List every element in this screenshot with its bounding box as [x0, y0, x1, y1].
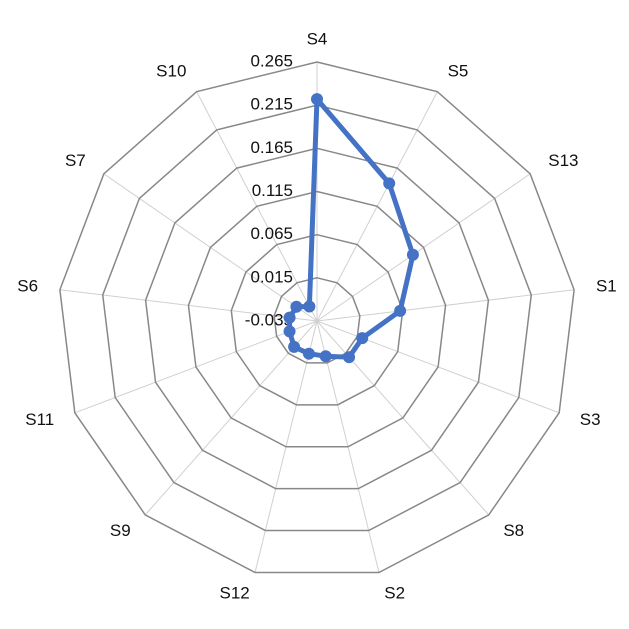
point	[283, 325, 296, 338]
category-label: S1	[596, 277, 617, 296]
point	[288, 340, 301, 353]
category-label: S4	[307, 29, 328, 48]
category-label: S8	[503, 521, 524, 540]
category-label: S6	[17, 277, 38, 296]
r-tick-label: 0.065	[250, 224, 293, 243]
category-label: S2	[384, 583, 405, 602]
category-label: S7	[65, 151, 86, 170]
grid-ring	[230, 233, 404, 406]
category-label: S11	[25, 410, 54, 429]
grid-ring	[144, 147, 490, 490]
point	[343, 351, 356, 364]
r-tick-label: 0.215	[250, 95, 293, 114]
category-label: S9	[110, 521, 131, 540]
r-tick-label: -0.035	[245, 310, 293, 329]
point	[311, 93, 323, 106]
r-tick-label: 0.165	[250, 138, 293, 157]
point	[302, 347, 315, 360]
category-label: S5	[448, 62, 469, 81]
point	[394, 304, 407, 317]
category-label: S13	[548, 151, 578, 170]
r-tick-label: 0.115	[252, 181, 293, 200]
point	[290, 300, 303, 313]
point	[283, 311, 296, 324]
r-tick-label: 0.265	[250, 51, 293, 70]
point	[356, 332, 369, 345]
grid-ring	[101, 104, 533, 532]
r-tick-label: 0.015	[250, 267, 293, 286]
category-label: S3	[580, 410, 601, 429]
point	[383, 177, 396, 190]
series-line	[287, 96, 416, 360]
point	[319, 350, 332, 363]
grid-ring	[59, 61, 575, 574]
category-label: S12	[220, 583, 250, 602]
point	[406, 248, 419, 261]
category-label: S10	[156, 62, 186, 81]
grid-ring	[273, 277, 361, 364]
point	[303, 300, 316, 313]
grid-ring	[187, 190, 447, 448]
